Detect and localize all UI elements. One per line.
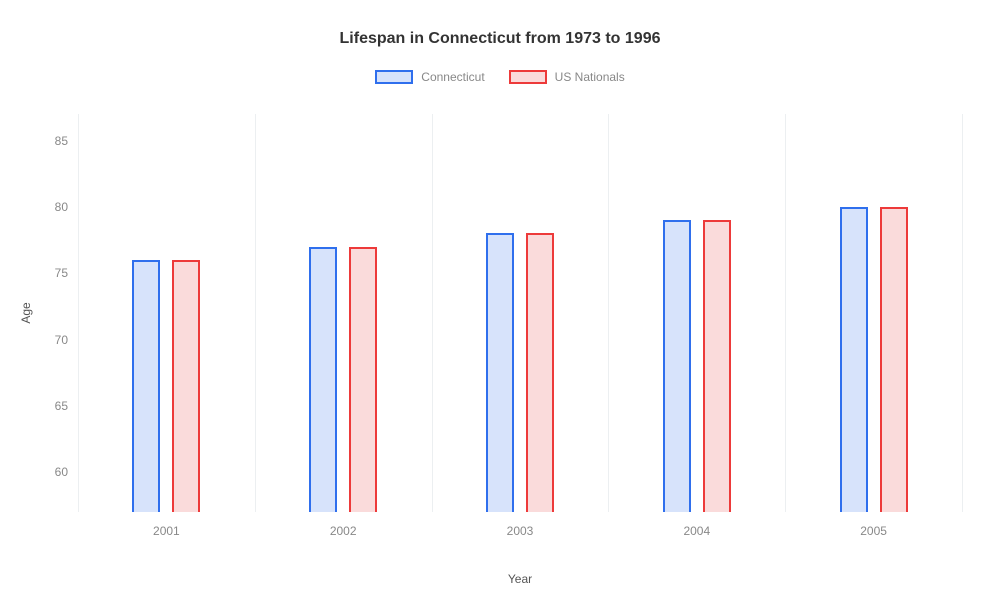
gridline (608, 114, 609, 512)
y-tick-label: 85 (55, 134, 78, 148)
bar (486, 233, 514, 512)
x-axis-label: Year (508, 572, 532, 586)
bar (880, 207, 908, 512)
bar (526, 233, 554, 512)
gridline (78, 114, 79, 512)
x-tick-label: 2005 (860, 512, 887, 538)
y-tick-label: 60 (55, 465, 78, 479)
gridline (962, 114, 963, 512)
bar (349, 247, 377, 512)
y-tick-label: 75 (55, 266, 78, 280)
bar (132, 260, 160, 512)
y-tick-label: 65 (55, 399, 78, 413)
bar (663, 220, 691, 512)
bar (172, 260, 200, 512)
x-tick-label: 2001 (153, 512, 180, 538)
bar (840, 207, 868, 512)
plot-area: 60657075808520012002200320042005 (78, 114, 962, 512)
x-tick-label: 2004 (683, 512, 710, 538)
legend-label: US Nationals (555, 70, 625, 84)
legend-label: Connecticut (421, 70, 484, 84)
x-tick-label: 2002 (330, 512, 357, 538)
legend-item-us-nationals: US Nationals (509, 70, 625, 84)
bar (309, 247, 337, 512)
x-tick-label: 2003 (507, 512, 534, 538)
gridline (785, 114, 786, 512)
chart-title: Lifespan in Connecticut from 1973 to 199… (0, 0, 1000, 48)
y-axis-label: Age (19, 302, 33, 323)
y-tick-label: 80 (55, 200, 78, 214)
legend-swatch (509, 70, 547, 84)
y-tick-label: 70 (55, 333, 78, 347)
bar (703, 220, 731, 512)
legend-swatch (375, 70, 413, 84)
legend-item-connecticut: Connecticut (375, 70, 484, 84)
legend: Connecticut US Nationals (0, 70, 1000, 84)
gridline (432, 114, 433, 512)
gridline (255, 114, 256, 512)
